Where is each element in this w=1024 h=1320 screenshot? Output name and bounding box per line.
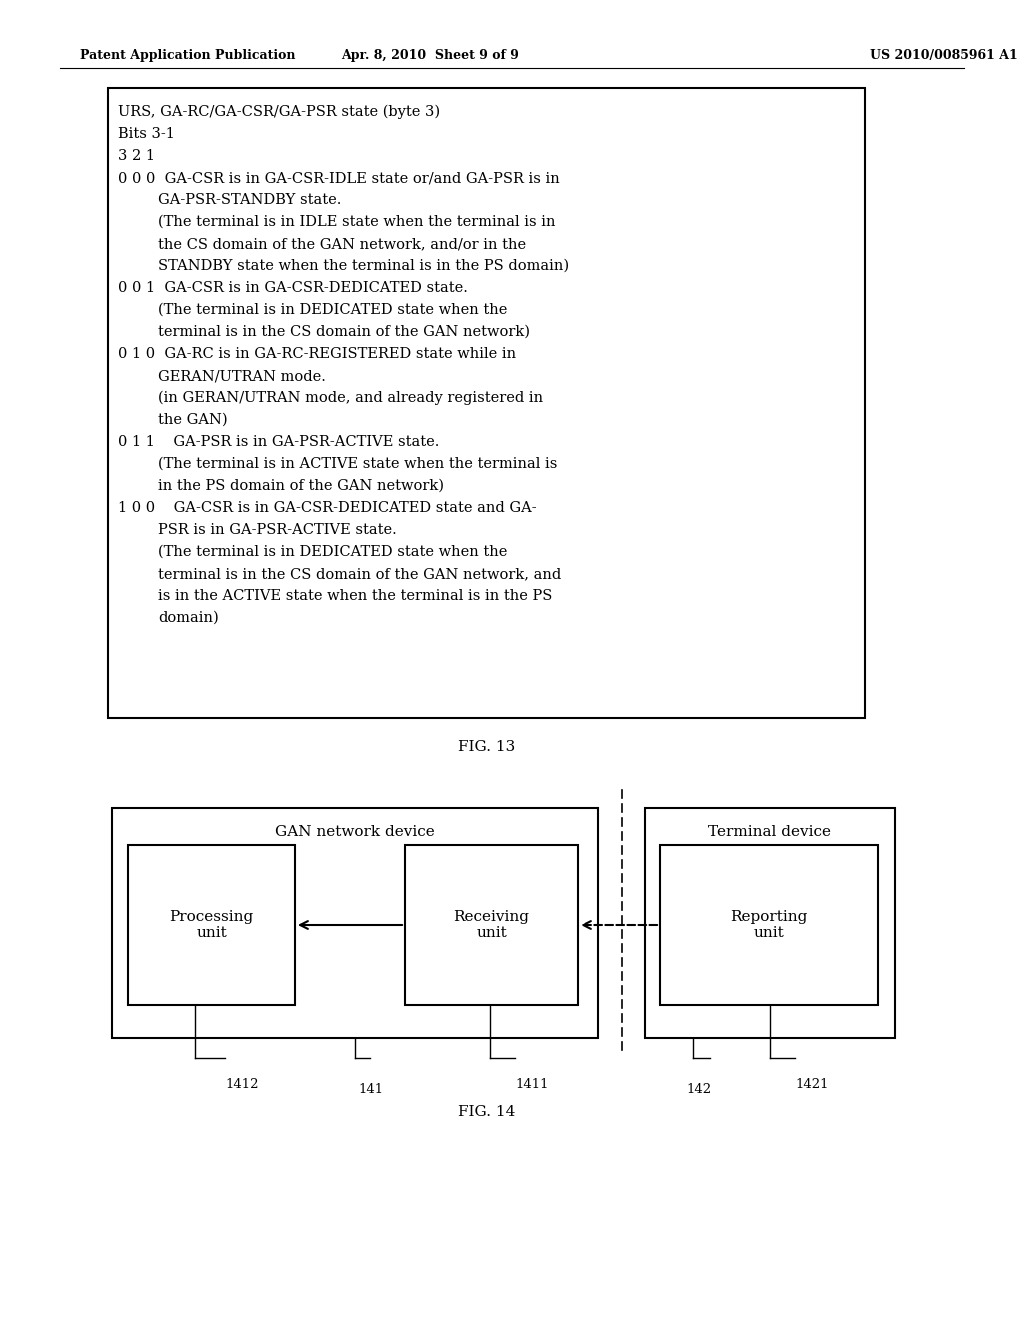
Text: Terminal device: Terminal device [709, 825, 831, 840]
Text: (The terminal is in ACTIVE state when the terminal is: (The terminal is in ACTIVE state when th… [158, 457, 557, 471]
Text: (in GERAN/UTRAN mode, and already registered in: (in GERAN/UTRAN mode, and already regist… [158, 391, 543, 405]
Text: Patent Application Publication: Patent Application Publication [80, 49, 296, 62]
Text: 1 0 0    GA-CSR is in GA-CSR-DEDICATED state and GA-: 1 0 0 GA-CSR is in GA-CSR-DEDICATED stat… [118, 502, 537, 515]
Text: domain): domain) [158, 611, 219, 624]
Text: 142: 142 [686, 1082, 711, 1096]
Text: terminal is in the CS domain of the GAN network, and: terminal is in the CS domain of the GAN … [158, 568, 561, 581]
Text: terminal is in the CS domain of the GAN network): terminal is in the CS domain of the GAN … [158, 325, 530, 339]
Text: 3 2 1: 3 2 1 [118, 149, 155, 162]
Text: 1411: 1411 [515, 1078, 549, 1092]
Text: 1421: 1421 [795, 1078, 828, 1092]
Text: 0 1 1    GA-PSR is in GA-PSR-ACTIVE state.: 0 1 1 GA-PSR is in GA-PSR-ACTIVE state. [118, 436, 439, 449]
Text: Receiving
unit: Receiving unit [454, 909, 529, 940]
Text: (The terminal is in DEDICATED state when the: (The terminal is in DEDICATED state when… [158, 304, 507, 317]
Text: GA-PSR-STANDBY state.: GA-PSR-STANDBY state. [158, 193, 341, 207]
Text: the CS domain of the GAN network, and/or in the: the CS domain of the GAN network, and/or… [158, 238, 526, 251]
Text: URS, GA-RC/GA-CSR/GA-PSR state (byte 3): URS, GA-RC/GA-CSR/GA-PSR state (byte 3) [118, 106, 440, 119]
Text: 0 0 1  GA-CSR is in GA-CSR-DEDICATED state.: 0 0 1 GA-CSR is in GA-CSR-DEDICATED stat… [118, 281, 468, 294]
Text: Apr. 8, 2010  Sheet 9 of 9: Apr. 8, 2010 Sheet 9 of 9 [341, 49, 519, 62]
Text: FIG. 14: FIG. 14 [459, 1105, 516, 1119]
Text: (The terminal is in DEDICATED state when the: (The terminal is in DEDICATED state when… [158, 545, 507, 558]
Text: 0 0 0  GA-CSR is in GA-CSR-IDLE state or/and GA-PSR is in: 0 0 0 GA-CSR is in GA-CSR-IDLE state or/… [118, 172, 560, 185]
Text: PSR is in GA-PSR-ACTIVE state.: PSR is in GA-PSR-ACTIVE state. [158, 523, 396, 537]
Text: Reporting
unit: Reporting unit [730, 909, 808, 940]
Text: US 2010/0085961 A1: US 2010/0085961 A1 [870, 49, 1018, 62]
Text: STANDBY state when the terminal is in the PS domain): STANDBY state when the terminal is in th… [158, 259, 569, 273]
Bar [645, 808, 895, 1038]
Bar [112, 808, 598, 1038]
Text: the GAN): the GAN) [158, 413, 227, 426]
Text: in the PS domain of the GAN network): in the PS domain of the GAN network) [158, 479, 444, 492]
Text: 141: 141 [358, 1082, 383, 1096]
Text: GAN network device: GAN network device [275, 825, 435, 840]
Bar [406, 845, 578, 1005]
Text: 0 1 0  GA-RC is in GA-RC-REGISTERED state while in: 0 1 0 GA-RC is in GA-RC-REGISTERED state… [118, 347, 516, 360]
Text: is in the ACTIVE state when the terminal is in the PS: is in the ACTIVE state when the terminal… [158, 589, 552, 603]
Bar [128, 845, 295, 1005]
Text: GERAN/UTRAN mode.: GERAN/UTRAN mode. [158, 370, 326, 383]
Text: FIG. 13: FIG. 13 [459, 741, 516, 754]
Text: 1412: 1412 [225, 1078, 258, 1092]
Text: Processing
unit: Processing unit [169, 909, 254, 940]
Bar [108, 88, 865, 718]
Text: Bits 3-1: Bits 3-1 [118, 127, 175, 141]
Bar [660, 845, 878, 1005]
Text: (The terminal is in IDLE state when the terminal is in: (The terminal is in IDLE state when the … [158, 215, 555, 228]
